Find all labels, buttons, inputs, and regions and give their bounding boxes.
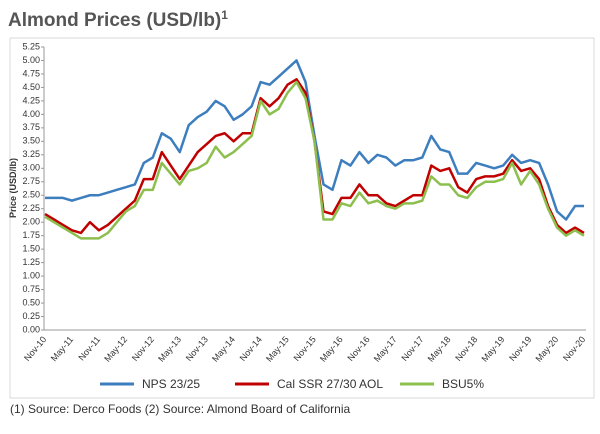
title-text: Almond Prices (USD/lb) — [8, 10, 221, 31]
y-tick-label: 3.00 — [22, 163, 40, 173]
legend-label: Cal SSR 27/30 AOL — [277, 377, 383, 391]
title-superscript: 1 — [221, 8, 228, 22]
x-tick-label: Nov-19 — [507, 334, 533, 363]
x-tick-label: Nov-18 — [453, 334, 479, 363]
x-tick-label: May-12 — [102, 334, 129, 363]
x-tick-label: May-13 — [156, 334, 183, 363]
y-tick-label: 1.25 — [22, 257, 40, 267]
y-tick-label: 4.00 — [22, 109, 40, 119]
x-tick-label: Nov-12 — [130, 334, 156, 363]
x-tick-label: Nov-13 — [184, 334, 210, 363]
y-tick-label: 2.25 — [22, 203, 40, 213]
y-tick-label: 0.50 — [22, 297, 40, 307]
y-tick-label: 3.75 — [22, 122, 40, 132]
y-tick-label: 2.75 — [22, 176, 40, 186]
x-tick-label: Nov-20 — [561, 334, 587, 363]
y-tick-label: 1.50 — [22, 244, 40, 254]
x-tick-label: May-14 — [210, 334, 237, 363]
y-tick-label: 1.75 — [22, 230, 40, 240]
series-line — [44, 80, 585, 240]
x-tick-label: Nov-11 — [76, 334, 102, 362]
y-tick-label: 0.75 — [22, 284, 40, 294]
x-tick-label: May-20 — [533, 334, 560, 363]
y-tick-label: 1.00 — [22, 270, 40, 280]
y-tick-label: 0.25 — [22, 311, 40, 321]
x-tick-label: May-16 — [318, 334, 345, 363]
x-tick-label: May-11 — [49, 334, 76, 363]
y-tick-label: 2.00 — [22, 217, 40, 227]
y-tick-label: 0.00 — [22, 324, 40, 334]
x-tick-label: May-19 — [480, 334, 507, 363]
chart-frame — [9, 37, 595, 399]
x-tick-label: Nov-10 — [22, 334, 48, 363]
series-line — [44, 78, 585, 235]
y-tick-label: 3.50 — [22, 136, 40, 146]
x-tick-label: Nov-17 — [399, 334, 425, 363]
x-tick-label: May-18 — [426, 334, 453, 363]
y-tick-label: 4.75 — [22, 68, 40, 78]
y-tick-label: 2.50 — [22, 190, 40, 200]
chart-title: Almond Prices (USD/lb)1 — [8, 8, 228, 31]
y-tick-label: 3.25 — [22, 149, 40, 159]
x-tick-label: Nov-16 — [345, 334, 371, 363]
x-tick-label: May-15 — [264, 334, 291, 363]
x-tick-label: Nov-14 — [238, 334, 264, 363]
y-tick-label: 4.25 — [22, 95, 40, 105]
y-tick-label: 4.50 — [22, 82, 40, 92]
source-note: (1) Source: Derco Foods (2) Source: Almo… — [10, 402, 350, 416]
x-tick-label: Nov-15 — [292, 334, 318, 363]
legend-label: BSU5% — [442, 377, 484, 391]
x-tick-label: May-17 — [372, 334, 399, 363]
y-tick-label: 5.25 — [22, 41, 40, 51]
y-tick-label: 5.00 — [22, 55, 40, 65]
y-axis-label: Price (USD/lb) — [8, 158, 18, 218]
legend-label: NPS 23/25 — [142, 377, 200, 391]
